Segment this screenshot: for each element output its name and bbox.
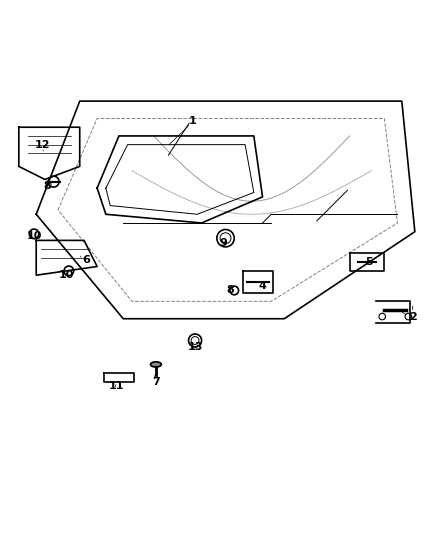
Text: 7: 7 xyxy=(152,377,160,387)
Text: 11: 11 xyxy=(109,381,124,391)
Ellipse shape xyxy=(150,362,161,367)
Text: 2: 2 xyxy=(409,312,417,321)
Text: 6: 6 xyxy=(82,255,90,265)
Text: 8: 8 xyxy=(226,286,234,295)
Text: 5: 5 xyxy=(365,257,373,267)
Text: 1: 1 xyxy=(189,116,197,126)
Text: 9: 9 xyxy=(219,238,227,247)
Text: 13: 13 xyxy=(187,342,203,352)
Text: 12: 12 xyxy=(35,140,50,150)
Text: 10: 10 xyxy=(59,270,74,280)
Text: 10: 10 xyxy=(26,231,42,241)
Text: 8: 8 xyxy=(43,181,51,191)
Text: 4: 4 xyxy=(258,281,266,291)
